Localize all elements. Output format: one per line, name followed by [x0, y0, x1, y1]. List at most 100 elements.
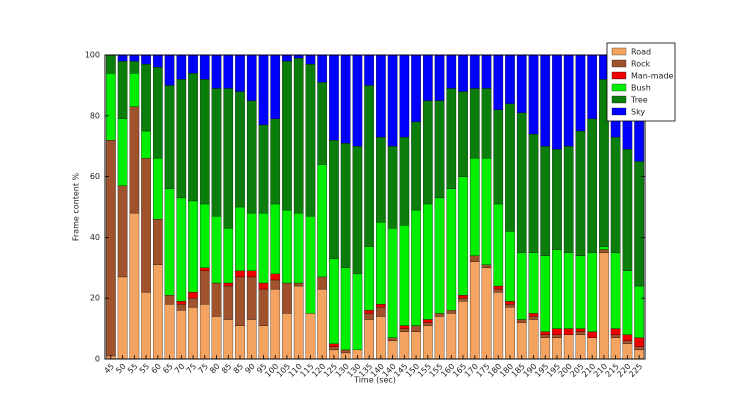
bar-segment [469, 158, 480, 256]
bar-segment [458, 54, 468, 92]
bar-segment [516, 252, 527, 320]
bar-segment [575, 331, 586, 335]
bar-segment [552, 54, 562, 150]
bar-segment [270, 279, 281, 290]
bar-segment [258, 54, 269, 126]
bar-segment [481, 54, 492, 89]
y-tick-label: 20 [90, 294, 100, 303]
bar-segment [317, 276, 328, 290]
bar-segment [364, 319, 374, 360]
bar-segment [493, 288, 504, 293]
bar-segment [176, 79, 187, 199]
y-axis-label: Frame content % [72, 172, 81, 241]
bar-segment [493, 291, 504, 360]
bar-segment [223, 319, 234, 360]
bar-segment [106, 54, 116, 74]
bar-segment [164, 54, 175, 86]
bar-segment [258, 288, 269, 326]
bar-segment [117, 185, 128, 278]
y-tick-label: 80 [90, 111, 100, 120]
bar-segment [176, 197, 187, 302]
bar-segment [563, 54, 574, 147]
bar-segment [352, 54, 363, 147]
bar-segment [305, 215, 316, 314]
bar-segment [575, 255, 586, 329]
bar-segment [610, 334, 621, 338]
bar-segment [481, 267, 492, 360]
bar-segment [422, 325, 433, 360]
bar-segment [446, 54, 457, 89]
legend-label: Sky [631, 108, 645, 117]
bar-segment [329, 258, 339, 344]
bar-segment [305, 54, 316, 65]
bar-segment [552, 328, 562, 335]
bar-segment [493, 54, 504, 110]
bar-segment [622, 270, 633, 335]
bar-segment [317, 288, 328, 360]
bar-segment [305, 313, 316, 360]
legend-swatch [611, 83, 627, 92]
bar-segment [164, 304, 175, 360]
bar-segment [129, 60, 140, 74]
y-tick-label: 100 [85, 51, 100, 60]
bar-segment [317, 164, 328, 278]
bar-segment [610, 252, 621, 329]
bar-segment [340, 267, 351, 351]
x-axis-label: Time (sec) [353, 376, 396, 385]
bar-segment [235, 206, 245, 271]
bar-segment [411, 121, 421, 211]
bar-segment [610, 136, 621, 253]
bar-segment [188, 54, 198, 74]
bar-segment [106, 73, 116, 141]
bar-segment [458, 295, 468, 299]
legend-swatch [611, 47, 627, 56]
plot-frame [104, 54, 646, 360]
bar-segment [481, 158, 492, 265]
bar-segment [364, 313, 374, 320]
bar-segment [563, 146, 574, 253]
bar-segment [199, 270, 210, 305]
bar-segment [223, 228, 234, 284]
bar-segment [152, 264, 163, 360]
bar-segment [505, 301, 515, 305]
bar-segment [164, 188, 175, 296]
bar-segment [458, 91, 468, 177]
bar-segment [246, 270, 257, 278]
bar-segment [376, 136, 386, 223]
bar-segment [235, 325, 245, 360]
bar-segment [106, 139, 116, 357]
bar-segment [422, 322, 433, 326]
bar-segment [505, 304, 515, 308]
bar-segment [422, 319, 433, 323]
bar-segment [188, 291, 198, 299]
bar-segment [258, 124, 269, 214]
bar-segment [387, 146, 398, 229]
bar-segment [528, 54, 539, 135]
bar-segment [528, 252, 539, 314]
bar-segment [211, 215, 222, 284]
bar-segment [434, 54, 445, 101]
bar-segment [246, 276, 257, 320]
bar-segment [258, 325, 269, 360]
bar-segment [352, 273, 363, 351]
bar-segment [599, 252, 609, 360]
bar-segment [552, 249, 562, 329]
bar-segment [575, 130, 586, 256]
bar-segment [411, 331, 421, 360]
bar-segment [376, 222, 386, 305]
bar-segment [270, 288, 281, 360]
bar-segment [516, 54, 527, 113]
bar-segment [246, 54, 257, 101]
bar-segment [282, 209, 292, 284]
bar-segment [458, 298, 468, 302]
bar-segment [387, 228, 398, 338]
bar-segment [622, 149, 633, 271]
bar-segment [176, 304, 187, 311]
bar-segment [622, 340, 633, 344]
bar-segment [434, 100, 445, 199]
bar-segment [235, 54, 245, 92]
bar-segment [188, 73, 198, 202]
bar-segment [505, 103, 515, 232]
bar-segment [317, 54, 328, 83]
bar-segment [376, 316, 386, 360]
